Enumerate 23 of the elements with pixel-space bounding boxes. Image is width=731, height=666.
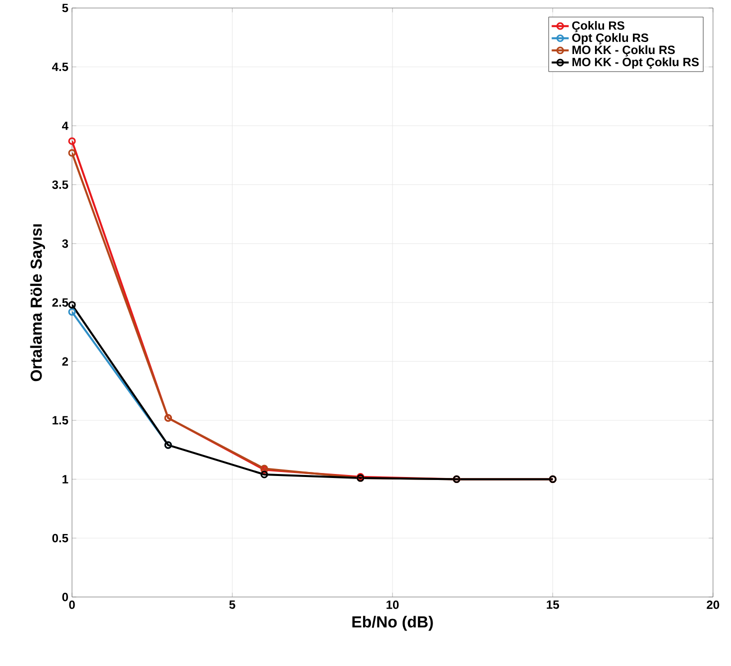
legend-label: Opt Çoklu RS [572, 33, 648, 44]
x-tick-label: 5 [229, 600, 236, 609]
x-axis-title: Eb/No (dB) [352, 616, 433, 631]
point [260, 470, 268, 478]
x-tick-label: 10 [386, 600, 399, 609]
y-tick-label: 2.5 [52, 298, 68, 307]
x-tick-label: 20 [706, 600, 720, 609]
y-tick-label: 1 [62, 475, 68, 484]
y-tick-label: 4.5 [52, 62, 68, 72]
x-tick-label: 15 [546, 600, 560, 609]
legend-label: Çoklu RS [572, 21, 624, 32]
y-tick-label: 3 [62, 239, 68, 248]
y-axis-title: Ortalama Röle Sayısı [30, 224, 46, 382]
y-tick-label: 0 [62, 592, 68, 602]
y-tick-label: 5 [62, 4, 68, 12]
legend-label: MO KK - Çoklu RS [572, 45, 675, 56]
y-tick-label: 4 [62, 122, 68, 130]
y-tick-label: 2 [62, 357, 68, 366]
legend-label: MO KK - Opt Çoklu RS [572, 57, 699, 69]
y-tick-label: 0.5 [52, 534, 68, 542]
x-tick-label: 0 [69, 600, 75, 609]
y-tick-label: 3.5 [52, 180, 68, 189]
y-tick-label: 1.5 [52, 416, 68, 424]
